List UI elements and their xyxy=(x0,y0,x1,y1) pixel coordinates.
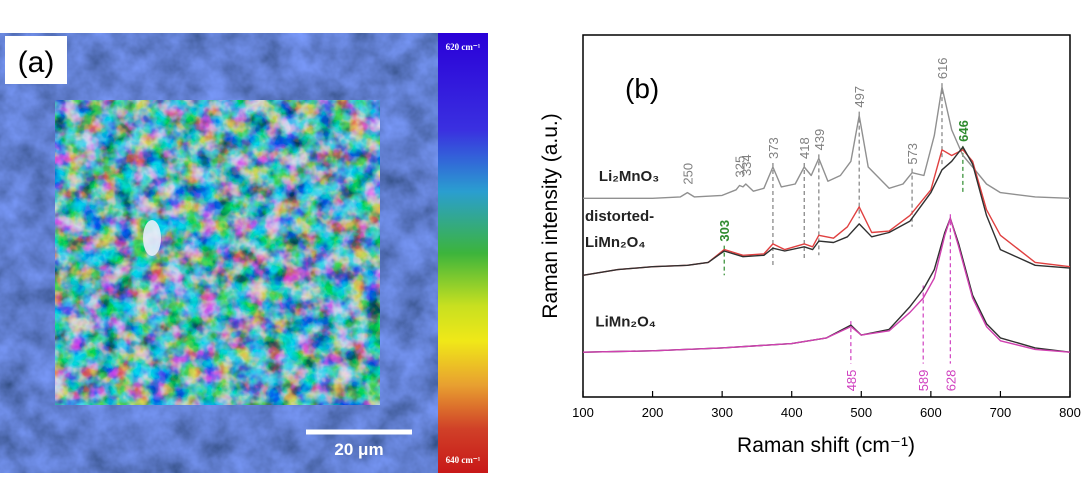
bright-particle xyxy=(143,220,161,256)
peak-label: 573 xyxy=(905,143,920,165)
raman-map-figure: (a) 620 cm⁻¹ 640 cm⁻¹ 20 μm xyxy=(0,33,488,473)
panel-a-label: (a) xyxy=(18,46,55,79)
spectrum-line-3 xyxy=(582,217,1071,353)
spectra-series xyxy=(582,86,1071,353)
raman-spectra-panel: 250 325 334 373 418 439 497 573 616 646 303 485 589 6… xyxy=(520,0,1091,501)
peak-label: 303 xyxy=(717,220,732,242)
raman-map-panel: (a) 620 cm⁻¹ 640 cm⁻¹ 20 μm xyxy=(0,0,500,501)
peak-label: 439 xyxy=(812,129,827,151)
x-tick-label: 400 xyxy=(781,405,803,420)
peak-label: 373 xyxy=(766,137,781,159)
panel-a-label-box xyxy=(5,36,67,84)
colorbar-bottom-label: 640 cm⁻¹ xyxy=(446,455,481,465)
x-tick-label: 700 xyxy=(990,405,1012,420)
spectrum-name-label: LiMn₂O₄ xyxy=(595,314,655,331)
spectrum-line-0 xyxy=(583,86,1071,200)
scale-bar-label: 20 μm xyxy=(334,440,383,459)
peak-label: 418 xyxy=(797,137,812,159)
x-tick-label: 200 xyxy=(642,405,664,420)
spectrum-labels: Li₂MnO₃ distorted- LiMn₂O₄ LiMn₂O₄ xyxy=(585,168,659,330)
x-axis-ticks: 100 200 300 400 500 600 700 800 xyxy=(572,391,1081,420)
peak-label: 589 xyxy=(916,370,931,392)
spectrum-name-label: Li₂MnO₃ xyxy=(599,168,659,185)
plot-frame xyxy=(582,34,1071,398)
y-axis-label: Raman intensity (a.u.) xyxy=(539,113,562,318)
spectrum-line-2 xyxy=(582,146,1071,276)
peak-label: 334 xyxy=(739,154,754,176)
peak-label: 485 xyxy=(844,370,859,392)
spectrum-name-label: distorted- xyxy=(585,208,654,225)
spectrum-line-4 xyxy=(582,217,1071,353)
x-tick-label: 600 xyxy=(920,405,942,420)
raman-map-texture xyxy=(55,100,380,405)
peak-label: 628 xyxy=(943,370,958,392)
x-tick-label: 100 xyxy=(572,405,594,420)
peak-label: 497 xyxy=(852,86,867,108)
colorbar-top-label: 620 cm⁻¹ xyxy=(446,42,481,52)
x-tick-label: 500 xyxy=(850,405,872,420)
x-tick-label: 800 xyxy=(1059,405,1081,420)
peak-label: 325 xyxy=(733,156,748,178)
peak-label: 646 xyxy=(956,120,971,142)
peak-label: 616 xyxy=(935,57,950,79)
x-axis-label: Raman shift (cm⁻¹) xyxy=(737,434,915,457)
colorbar xyxy=(438,33,488,473)
spectrum-name-label: LiMn₂O₄ xyxy=(585,234,645,251)
peak-label: 250 xyxy=(680,163,695,185)
x-tick-label: 300 xyxy=(711,405,733,420)
panel-b-label: (b) xyxy=(625,73,659,104)
